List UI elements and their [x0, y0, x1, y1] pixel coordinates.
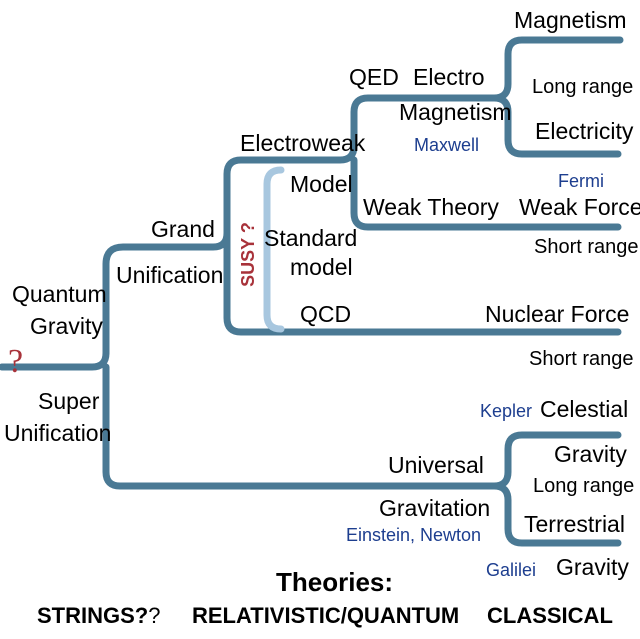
label-qed: QED: [349, 64, 399, 90]
label-short-range-weak: Short range: [534, 236, 639, 258]
label-standard: Standard: [264, 225, 358, 251]
label-electricity: Electricity: [535, 118, 634, 144]
label-gravitation: Gravitation: [379, 495, 491, 521]
standard-model-bracket: [263, 166, 285, 333]
label-qcd: QCD: [300, 301, 352, 327]
branch-qed: [350, 94, 494, 150]
label-model: Model: [290, 171, 353, 197]
label-kepler: Kepler: [480, 401, 533, 421]
branch-super-to-gravitation: [102, 363, 494, 490]
footer-strings-label: STRINGS?: [37, 603, 149, 628]
label-galilei: Galilei: [486, 560, 537, 580]
label-quantum: Quantum: [12, 281, 107, 307]
label-nuclear-force: Nuclear Force: [485, 301, 630, 327]
branch-electroweak: [223, 142, 358, 237]
label-einstein-newton: Einstein, Newton: [346, 525, 482, 545]
branch-weak-theory: [350, 156, 622, 231]
label-long-range-em: Long range: [532, 76, 634, 98]
branch-terrestrial-gravity: [490, 482, 622, 547]
label-universal: Universal: [388, 452, 484, 478]
question-mark-icon: ?: [8, 343, 24, 380]
label-maxwell: Maxwell: [414, 135, 480, 155]
branch-grand-unification: [102, 229, 231, 357]
label-weak-theory: Weak Theory: [363, 194, 499, 220]
branch-electricity: [490, 94, 622, 158]
label-terrestrial: Terrestrial: [524, 511, 625, 537]
label-long-range-gravity: Long range: [533, 475, 635, 497]
label-unification-grand: Unification: [116, 262, 224, 288]
label-celestial: Celestial: [540, 396, 629, 422]
label-unification-super: Unification: [4, 420, 112, 446]
label-gravity-terrestrial: Gravity: [556, 554, 629, 580]
label-susy: SUSY ?: [237, 222, 258, 287]
footer-theories: Theories:: [276, 567, 394, 597]
footer-relativistic-quantum: RELATIVISTIC/QUANTUM: [192, 603, 460, 628]
label-magnetism-em: Magnetism: [399, 99, 512, 125]
label-grand: Grand: [151, 216, 215, 242]
label-electroweak: Electroweak: [240, 130, 366, 156]
label-gravity-quantum: Gravity: [30, 313, 103, 339]
branch-qcd: [223, 229, 622, 336]
footer-classical: CLASSICAL: [487, 603, 613, 628]
label-fermi: Fermi: [558, 171, 604, 191]
footer-strings: STRINGS??: [37, 605, 160, 627]
footer-strings-question: ?: [148, 603, 161, 628]
label-gravity-celestial: Gravity: [554, 441, 627, 467]
label-magnetism: Magnetism: [514, 7, 627, 33]
label-model-lower: model: [290, 254, 353, 280]
label-short-range-nuclear: Short range: [529, 348, 634, 370]
label-electro: Electro: [413, 64, 485, 90]
label-weak-force: Weak Force: [519, 194, 640, 220]
label-super: Super: [38, 388, 100, 414]
